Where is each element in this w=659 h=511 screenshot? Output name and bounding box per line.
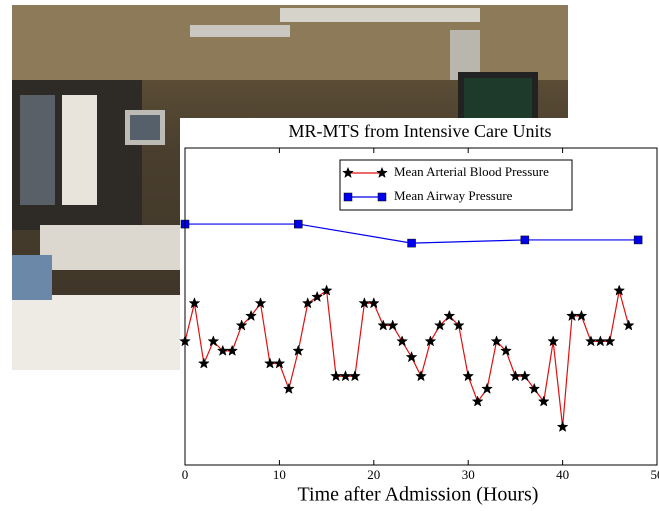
x-tick-label: 10 (273, 467, 286, 482)
marker (294, 220, 302, 228)
x-tick-label: 40 (556, 467, 569, 482)
chart-title: MR-MTS from Intensive Care Units (289, 121, 552, 141)
marker (344, 193, 352, 201)
x-axis-label: Time after Admission (Hours) (298, 484, 539, 506)
x-tick-label: 20 (367, 467, 380, 482)
marker (408, 239, 416, 247)
x-tick-label: 50 (651, 467, 659, 482)
marker (521, 236, 529, 244)
legend-label: Mean Airway Pressure (394, 188, 513, 203)
marker (378, 193, 386, 201)
legend-label: Mean Arterial Blood Pressure (394, 164, 549, 179)
figure: MR-MTS from Intensive Care Units Time af… (0, 0, 659, 511)
x-tick-label: 0 (182, 467, 189, 482)
page: MR-MTS from Intensive Care Units Time af… (0, 0, 659, 511)
x-tick-label: 30 (462, 467, 475, 482)
marker (634, 236, 642, 244)
